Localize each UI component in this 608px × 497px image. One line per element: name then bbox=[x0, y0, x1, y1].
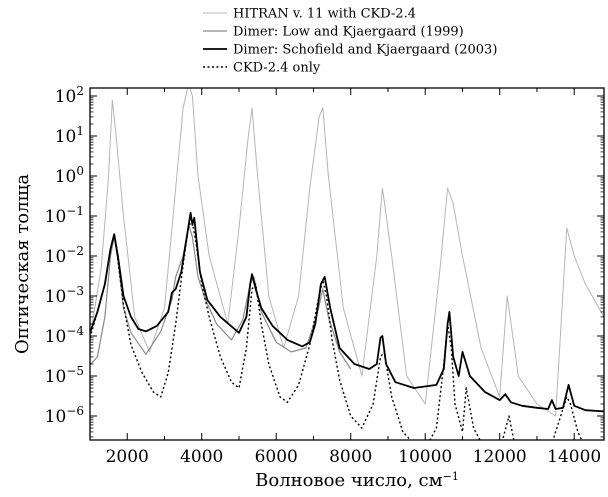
y-tick-label: 101 bbox=[55, 124, 84, 147]
legend: HITRAN v. 11 with CKD-2.4 Dimer: Low and … bbox=[203, 7, 497, 76]
y-tick-label: 10−5 bbox=[45, 364, 84, 387]
x-tick-label: 4000 bbox=[180, 447, 223, 467]
x-tick-label: 12000 bbox=[473, 447, 527, 467]
x-tick-label: 10000 bbox=[398, 447, 452, 467]
series-line-1 bbox=[90, 88, 604, 417]
y-tick-label: 10−4 bbox=[45, 324, 85, 347]
x-tick-label: 8000 bbox=[329, 447, 372, 467]
y-axis-title: Оптическая толща bbox=[12, 174, 33, 354]
y-tick-label: 100 bbox=[55, 164, 84, 187]
plot-frame bbox=[89, 87, 605, 441]
y-tick-label: 102 bbox=[55, 84, 84, 107]
x-tick-label: 14000 bbox=[547, 447, 601, 467]
x-axis-title: Волновое число, см−1 bbox=[255, 470, 459, 492]
y-tick-label: 10−3 bbox=[45, 284, 84, 307]
y-tick-label: 10−6 bbox=[45, 404, 84, 427]
y-tick-label: 10−2 bbox=[45, 244, 84, 267]
y-tick-label: 10−1 bbox=[45, 204, 84, 227]
legend-label-3: Dimer: Schofield and Kjaergaard (2003) bbox=[233, 43, 497, 58]
x-axis-title-superscript: −1 bbox=[443, 470, 459, 483]
series-line-3 bbox=[90, 211, 604, 413]
x-tick-label: 6000 bbox=[255, 447, 298, 467]
plot-area: 2000 4000 6000 8000 10000 12000 14000 102 101 100… bbox=[45, 84, 605, 467]
legend-label-1: HITRAN v. 11 with CKD-2.4 bbox=[233, 7, 416, 22]
legend-label-4: CKD-2.4 only bbox=[233, 61, 321, 76]
series-line-4 bbox=[90, 221, 583, 440]
x-tick-label: 2000 bbox=[106, 447, 149, 467]
legend-label-2: Dimer: Low and Kjaergaard (1999) bbox=[233, 25, 464, 40]
x-axis-title-text: Волновое число, см bbox=[255, 470, 442, 491]
